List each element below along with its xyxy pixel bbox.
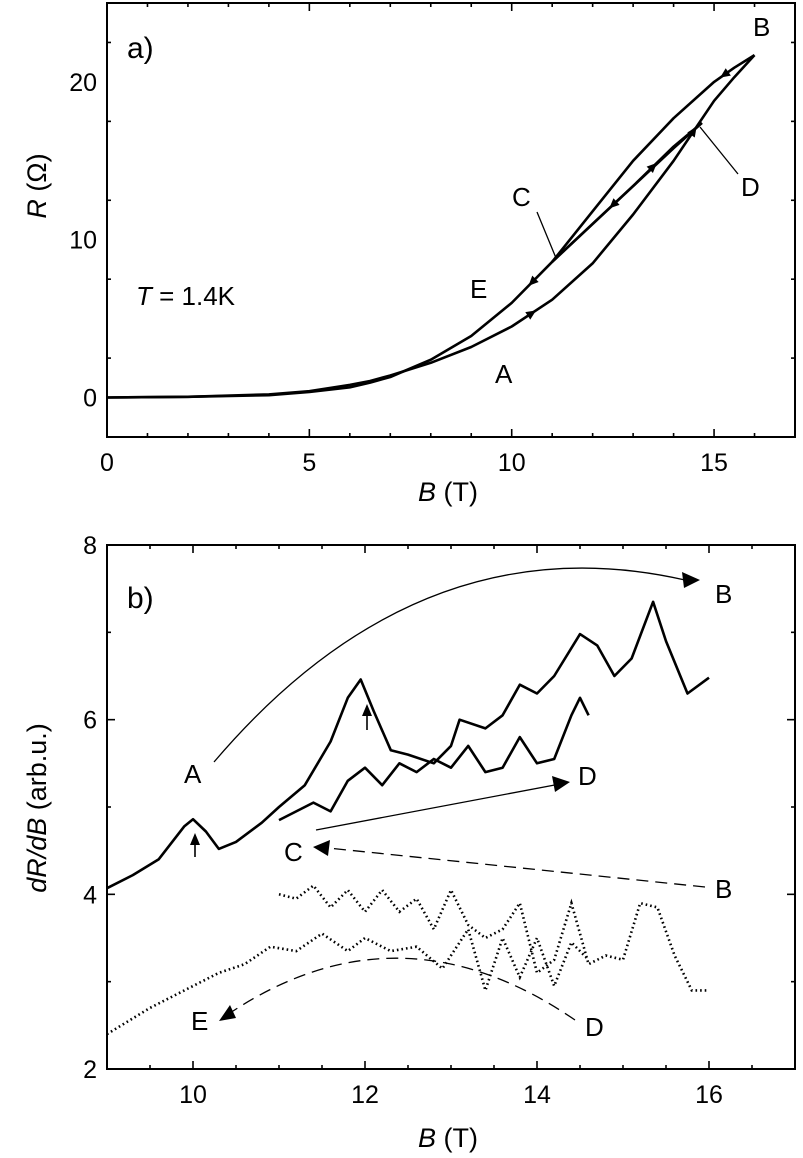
panel-b-ticks: 10 12 14 16 2 4 6 8 <box>83 532 796 1109</box>
panel-b-x-tick-label: 10 <box>179 1081 207 1109</box>
arrow-B-to-C <box>327 847 706 888</box>
annotation-b-label-D-bottom: D <box>585 1012 604 1042</box>
panel-a-frame <box>106 2 796 438</box>
panel-b-y-tick-label: 4 <box>83 881 97 909</box>
annotation-b-label-E: E <box>191 1006 208 1036</box>
panel-b-curves <box>106 600 710 1036</box>
annotation-a-label-B: B <box>753 12 770 42</box>
panel-b-y-tick-label: 2 <box>83 1056 97 1084</box>
panel-a-y-tick-label: 10 <box>69 227 97 255</box>
arrow-D-to-E-head <box>219 1005 236 1021</box>
peak-marker-10T-head <box>190 833 200 845</box>
panel-b-series-2 <box>278 883 709 992</box>
panel-b-label: b) <box>127 582 154 615</box>
panel-b-x-axis-unit: (T) <box>436 1123 478 1153</box>
panel-b-series-0 <box>106 600 710 890</box>
arrow-B-to-C-head <box>313 840 330 856</box>
panel-a-ticks: 0 5 10 15 0 10 20 <box>69 3 796 477</box>
panel-a-x-tick-label: 10 <box>498 449 526 477</box>
panel-b-x-tick-label: 16 <box>695 1081 723 1109</box>
peak-marker-12T-head <box>362 704 372 716</box>
panel-a-series-0 <box>106 54 756 399</box>
panel-a-series-3 <box>106 121 703 399</box>
panel-b-x-axis-label: B (T) <box>418 1123 478 1153</box>
panel-a-direction-arrowhead <box>525 310 537 320</box>
panel-a-y-axis-symbol: R <box>22 199 52 219</box>
annotation-b-label-D-top: D <box>578 761 597 791</box>
arrow-C-to-D-head <box>552 776 570 792</box>
panel-b-y-tick-label: 8 <box>83 532 97 560</box>
annotation-b-label-C: C <box>284 837 303 867</box>
panel-a-curves <box>106 53 756 399</box>
panel-a-direction-arrowhead <box>609 198 620 209</box>
panel-a-y-tick-label: 20 <box>69 69 97 97</box>
annotation-a-label-D: D <box>741 172 760 202</box>
annotation-a-leader-D <box>699 126 739 175</box>
panel-b-x-axis-symbol: B <box>418 1123 436 1153</box>
panel-a-direction-arrowhead <box>646 162 657 174</box>
panel-a-x-axis-symbol: B <box>418 477 436 507</box>
panel-b-x-tick-label: 14 <box>523 1081 551 1109</box>
temperature-value: = 1.4K <box>152 281 236 311</box>
panel-b-series-3 <box>106 926 590 1036</box>
annotation-a-leader-C <box>536 211 557 259</box>
annotation-b-label-B-bottom: B <box>715 874 732 904</box>
panel-a-x-axis-label: B (T) <box>418 477 478 507</box>
annotation-b-label-A: A <box>184 759 202 789</box>
arrow-A-to-B <box>213 567 686 763</box>
panel-a-x-tick-label: 5 <box>302 449 316 477</box>
annotation-b-label-B-top: B <box>715 579 732 609</box>
panel-a-x-tick-label: 0 <box>100 449 114 477</box>
panel-a-direction-arrowhead <box>720 68 731 78</box>
panel-a-x-tick-label: 15 <box>700 449 728 477</box>
panel-b-y-axis-unit: (arb.u.) <box>22 723 52 818</box>
panel-a-direction-arrows <box>525 68 731 320</box>
panel-a-y-axis-unit: (Ω) <box>22 153 52 199</box>
temperature-symbol: T <box>136 281 154 311</box>
panel-b-y-tick-label: 6 <box>83 707 97 735</box>
panel-a-y-tick-label: 0 <box>83 385 97 413</box>
annotation-a-label-A: A <box>495 359 513 389</box>
panel-a-direction-arrowhead <box>528 275 539 286</box>
panel-a-y-axis-label: R (Ω) <box>22 153 52 218</box>
annotation-a-label-C: C <box>512 182 531 212</box>
panel-b-y-axis-label: dR/dB (arb.u.) <box>22 723 52 893</box>
temperature-annotation: T = 1.4K <box>136 281 236 311</box>
arrow-A-to-B-head <box>682 572 700 588</box>
annotation-a-label-E: E <box>470 274 487 304</box>
panel-b-series-1 <box>278 696 590 822</box>
arrow-C-to-D <box>315 783 561 831</box>
panel-b: 10 12 14 16 2 4 6 8 b) A B C D B E D B (T) dR/d… <box>22 532 796 1153</box>
panel-a-label: a) <box>127 32 154 65</box>
panel-a-series-1 <box>551 53 756 263</box>
panel-b-y-axis-symbol: dR/dB <box>22 818 52 893</box>
panel-b-x-tick-label: 12 <box>351 1081 379 1109</box>
panel-a-x-axis-unit: (T) <box>436 477 478 507</box>
panel-a-direction-arrowhead <box>687 126 697 138</box>
